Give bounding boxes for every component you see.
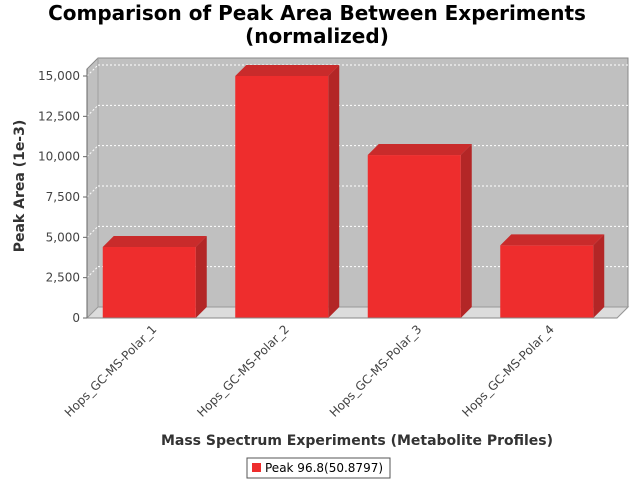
gridline-depth: [86, 225, 99, 238]
y-tick-label: 2,500: [46, 271, 80, 285]
gridline-depth: [86, 266, 99, 279]
x-tick-label: Hops_GC-MS-Polar_1: [62, 322, 160, 420]
gridline-depth: [86, 64, 99, 77]
gridlines: [86, 64, 628, 279]
bar-side: [593, 234, 605, 318]
bar-side: [460, 144, 472, 318]
bar-front: [500, 245, 594, 318]
bar-top: [500, 234, 605, 246]
x-axis: Hops_GC-MS-Polar_1 Hops_GC-MS-Polar_2 Hops…: [62, 317, 617, 420]
gridline-depth: [86, 104, 99, 117]
bar-front: [102, 247, 196, 318]
bar: [102, 236, 207, 318]
x-axis-label: Mass Spectrum Experiments (Metabolite Pr…: [161, 433, 553, 449]
bars: [102, 65, 605, 318]
legend-swatch: [252, 463, 261, 472]
bar: [235, 65, 340, 318]
y-axis: 0 2,500 5,000 7,500 10,000 12,500 15,000: [38, 69, 88, 325]
y-tick-label: 7,500: [46, 190, 80, 204]
bar-top: [102, 236, 207, 248]
legend-box: [246, 457, 391, 479]
gridline-depth: [86, 145, 99, 158]
x-tick-label: Hops_GC-MS-Polar_2: [194, 322, 292, 420]
y-tick-label: 5,000: [46, 230, 80, 244]
legend-label: Peak 96.8(50.8797): [265, 461, 383, 475]
bar-top: [235, 65, 340, 76]
bar-side: [195, 236, 207, 318]
bar: [367, 144, 472, 318]
bar-front: [235, 76, 329, 318]
bar: [500, 234, 605, 318]
x-tick-label: Hops_GC-MS-Polar_4: [459, 322, 557, 420]
y-axis-label: Peak Area (1e-3): [12, 120, 28, 253]
gridline-depth: [86, 185, 99, 198]
bar-top: [367, 144, 472, 156]
chart-title-line-2: (normalized): [245, 24, 389, 48]
y-tick-label: 15,000: [38, 69, 80, 83]
chart-title: Comparison of Peak Area Between Experime…: [48, 1, 586, 48]
y-tick-label: 10,000: [38, 150, 80, 164]
y-tick-label: 0: [72, 311, 80, 325]
x-tick-label: Hops_GC-MS-Polar_3: [327, 322, 425, 420]
bar-front: [367, 155, 461, 318]
bar-side: [328, 65, 340, 318]
legend: Peak 96.8(50.8797): [246, 457, 391, 479]
y-tick-label: 12,500: [38, 109, 80, 123]
chart-title-line-1: Comparison of Peak Area Between Experime…: [48, 1, 586, 25]
